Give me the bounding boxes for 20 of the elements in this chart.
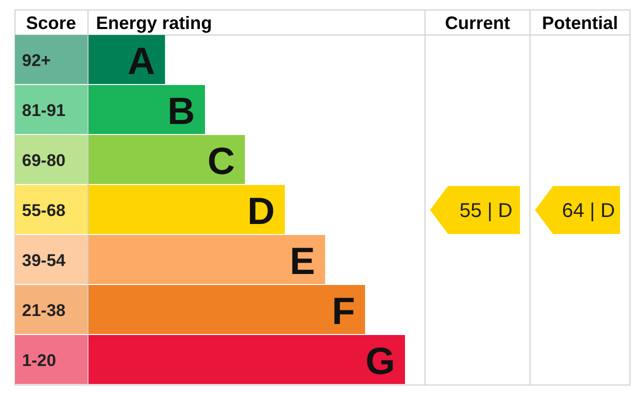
y-tick-label: 21-38: [22, 301, 66, 320]
text: Current: [444, 13, 510, 33]
text: 55 | D: [460, 200, 512, 222]
annotation: G: [365, 341, 395, 383]
y-tick-label: 1-20: [22, 351, 56, 370]
y-axis-title: Score: [26, 13, 76, 33]
y-tick-label: 69-80: [22, 151, 66, 170]
annotation: E: [290, 241, 316, 283]
annotation: F: [332, 291, 356, 333]
annotation: C: [207, 141, 235, 183]
y-tick-label: 81-91: [22, 101, 66, 120]
annotation: D: [247, 191, 275, 233]
text: Potential: [542, 13, 618, 33]
y-tick-label: 92+: [22, 51, 51, 70]
y-tick-label: 39-54: [22, 251, 66, 270]
text: 64 | D: [562, 200, 615, 222]
x-axis-title: Energy rating: [96, 13, 212, 33]
annotation: A: [128, 41, 156, 83]
annotation: B: [168, 91, 195, 133]
y-tick-label: 55-68: [22, 201, 66, 220]
